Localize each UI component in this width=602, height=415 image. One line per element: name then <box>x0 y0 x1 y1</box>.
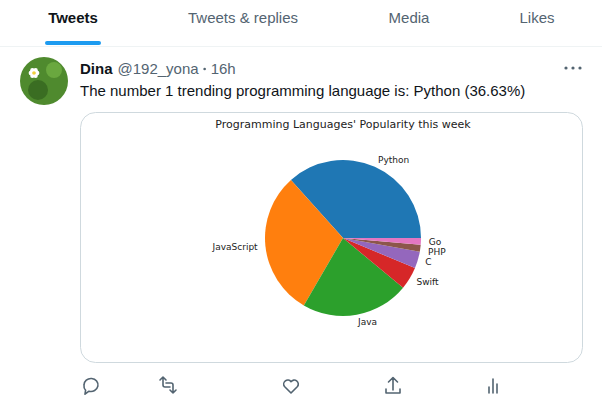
user-handle: @192_yona <box>118 60 200 77</box>
tab[interactable]: Tweets <box>48 9 98 26</box>
page: Tweets Tweets & replies Media Likes Dina @192… <box>0 0 602 415</box>
avatar[interactable] <box>20 57 68 105</box>
slice-label: JavaScript <box>212 242 259 252</box>
tab[interactable]: Likes <box>519 9 554 26</box>
screen: Tweets Tweets & replies Media Likes Dina @192… <box>0 0 602 415</box>
pie-slice <box>343 238 421 252</box>
menu-dot <box>578 66 581 69</box>
slice-label: Swift <box>416 277 439 287</box>
background <box>0 0 602 415</box>
tab-indicator <box>45 41 101 45</box>
chart-title: Programming Languages' Popularity this w… <box>215 118 471 131</box>
slice-labels: Python JavaScript Java Swift CPHPGo <box>212 155 447 328</box>
avatar-leaves <box>46 62 62 78</box>
slices <box>265 160 421 316</box>
divider <box>0 46 602 47</box>
pie-chart: Programming Languages' Popularity this w… <box>212 118 472 327</box>
separator-dot <box>203 68 206 71</box>
reply-button[interactable] <box>84 378 98 394</box>
slice-label: PHP <box>428 247 446 257</box>
timestamp: 16h <box>211 60 236 77</box>
menu-dot <box>571 66 574 69</box>
like-button[interactable] <box>284 380 299 393</box>
slice-label: C <box>425 257 431 267</box>
media-card <box>81 113 583 363</box>
more-menu[interactable] <box>564 66 581 69</box>
pie-slice <box>343 238 421 245</box>
retweet-button[interactable] <box>160 377 176 393</box>
share-button[interactable] <box>386 378 400 394</box>
tweet-text: The number 1 trending programming langua… <box>80 82 525 99</box>
analytics-button[interactable] <box>489 379 497 393</box>
menu-dot <box>564 66 567 69</box>
tab[interactable]: Media <box>389 9 431 26</box>
avatar-bg <box>20 57 68 105</box>
slice-label: Python <box>378 155 409 165</box>
flower-center <box>32 71 36 75</box>
user-name[interactable]: Dina <box>80 60 113 77</box>
avatar-leaves <box>28 80 48 100</box>
slice-label: Java <box>357 317 377 327</box>
tab[interactable]: Tweets & replies <box>188 9 298 26</box>
tabs: Tweets Tweets & replies Media Likes <box>48 9 554 26</box>
slice-label: Go <box>429 237 442 247</box>
